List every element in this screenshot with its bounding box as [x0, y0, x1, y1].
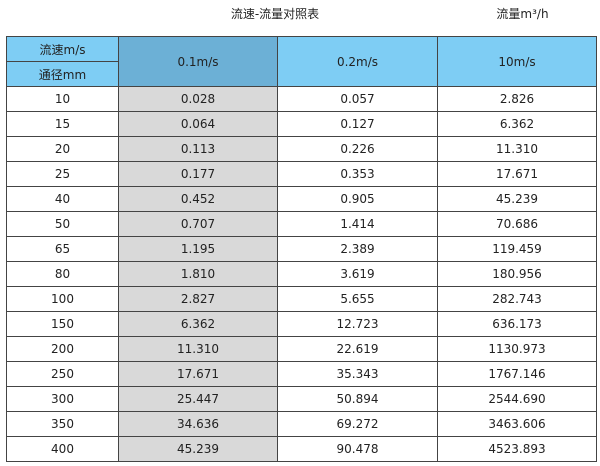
flow-cell: 45.239 — [118, 436, 278, 462]
table-row: 100 2.827 5.655 282.743 — [6, 286, 597, 312]
flow-cell: 17.671 — [437, 161, 597, 187]
flow-cell: 50.894 — [277, 386, 438, 412]
flow-cell: 180.956 — [437, 261, 597, 287]
flow-cell: 0.113 — [118, 136, 278, 162]
flow-cell: 0.452 — [118, 186, 278, 212]
column-header: 0.1m/s — [118, 36, 278, 87]
flow-cell: 25.447 — [118, 386, 278, 412]
table-row: 65 1.195 2.389 119.459 — [6, 236, 597, 262]
flow-cell: 1.414 — [277, 211, 438, 237]
table-row: 50 0.707 1.414 70.686 — [6, 211, 597, 237]
flow-cell: 0.028 — [118, 86, 278, 112]
flow-cell: 0.226 — [277, 136, 438, 162]
flow-cell: 0.064 — [118, 111, 278, 137]
flow-cell: 3.619 — [277, 261, 438, 287]
diameter-cell: 40 — [6, 186, 119, 212]
flow-cell: 1130.973 — [437, 336, 597, 362]
diameter-cell: 50 — [6, 211, 119, 237]
flow-cell: 2.389 — [277, 236, 438, 262]
flow-cell: 119.459 — [437, 236, 597, 262]
flow-cell: 6.362 — [437, 111, 597, 137]
diameter-cell: 150 — [6, 311, 119, 337]
flow-cell: 1767.146 — [437, 361, 597, 387]
flow-cell: 0.177 — [118, 161, 278, 187]
flow-cell: 34.636 — [118, 411, 278, 437]
flow-rate-table: 流速m/s 0.1m/s 0.2m/s 10m/s 通径mm 10 0.028 0.… — [6, 36, 597, 462]
column-header: 10m/s — [437, 36, 597, 87]
unit-label: 流量m³/h — [496, 7, 549, 21]
table-row: 20 0.113 0.226 11.310 — [6, 136, 597, 162]
table-row: 25 0.177 0.353 17.671 — [6, 161, 597, 187]
diameter-cell: 350 — [6, 411, 119, 437]
table-row: 40 0.452 0.905 45.239 — [6, 186, 597, 212]
flow-cell: 45.239 — [437, 186, 597, 212]
diameter-cell: 20 — [6, 136, 119, 162]
flow-cell: 35.343 — [277, 361, 438, 387]
diameter-cell: 250 — [6, 361, 119, 387]
flow-cell: 5.655 — [277, 286, 438, 312]
diameter-header: 通径mm — [6, 61, 119, 87]
flow-cell: 2.826 — [437, 86, 597, 112]
flow-cell: 0.127 — [277, 111, 438, 137]
table-row: 10 0.028 0.057 2.826 — [6, 86, 597, 112]
flow-cell: 69.272 — [277, 411, 438, 437]
table-row: 300 25.447 50.894 2544.690 — [6, 386, 597, 412]
flow-cell: 2.827 — [118, 286, 278, 312]
column-header: 0.2m/s — [277, 36, 438, 87]
table-row: 350 34.636 69.272 3463.606 — [6, 411, 597, 437]
flow-cell: 22.619 — [277, 336, 438, 362]
velocity-header: 流速m/s — [6, 36, 119, 62]
diameter-cell: 200 — [6, 336, 119, 362]
table-row: 200 11.310 22.619 1130.973 — [6, 336, 597, 362]
flow-cell: 90.478 — [277, 436, 438, 462]
flow-cell: 636.173 — [437, 311, 597, 337]
diameter-cell: 400 — [6, 436, 119, 462]
flow-cell: 6.362 — [118, 311, 278, 337]
flow-cell: 0.353 — [277, 161, 438, 187]
flow-cell: 0.905 — [277, 186, 438, 212]
flow-cell: 282.743 — [437, 286, 597, 312]
diameter-cell: 10 — [6, 86, 119, 112]
table-row: 15 0.064 0.127 6.362 — [6, 111, 597, 137]
flow-cell: 17.671 — [118, 361, 278, 387]
diameter-cell: 15 — [6, 111, 119, 137]
table-body: 10 0.028 0.057 2.826 15 0.064 0.127 6.362 20 0.11… — [6, 86, 597, 462]
table-row: 250 17.671 35.343 1767.146 — [6, 361, 597, 387]
diameter-cell: 100 — [6, 286, 119, 312]
flow-cell: 70.686 — [437, 211, 597, 237]
flow-cell: 11.310 — [118, 336, 278, 362]
diameter-cell: 300 — [6, 386, 119, 412]
flow-cell: 3463.606 — [437, 411, 597, 437]
table-title: 流速-流量对照表 — [230, 7, 320, 21]
table-row: 400 45.239 90.478 4523.893 — [6, 436, 597, 462]
flow-cell: 4523.893 — [437, 436, 597, 462]
table-row: 80 1.810 3.619 180.956 — [6, 261, 597, 287]
table-row: 150 6.362 12.723 636.173 — [6, 311, 597, 337]
flow-cell: 1.195 — [118, 236, 278, 262]
flow-cell: 0.057 — [277, 86, 438, 112]
flow-cell: 11.310 — [437, 136, 597, 162]
diameter-cell: 65 — [6, 236, 119, 262]
diameter-cell: 25 — [6, 161, 119, 187]
flow-cell: 1.810 — [118, 261, 278, 287]
flow-cell: 0.707 — [118, 211, 278, 237]
flow-cell: 12.723 — [277, 311, 438, 337]
flow-cell: 2544.690 — [437, 386, 597, 412]
diameter-cell: 80 — [6, 261, 119, 287]
